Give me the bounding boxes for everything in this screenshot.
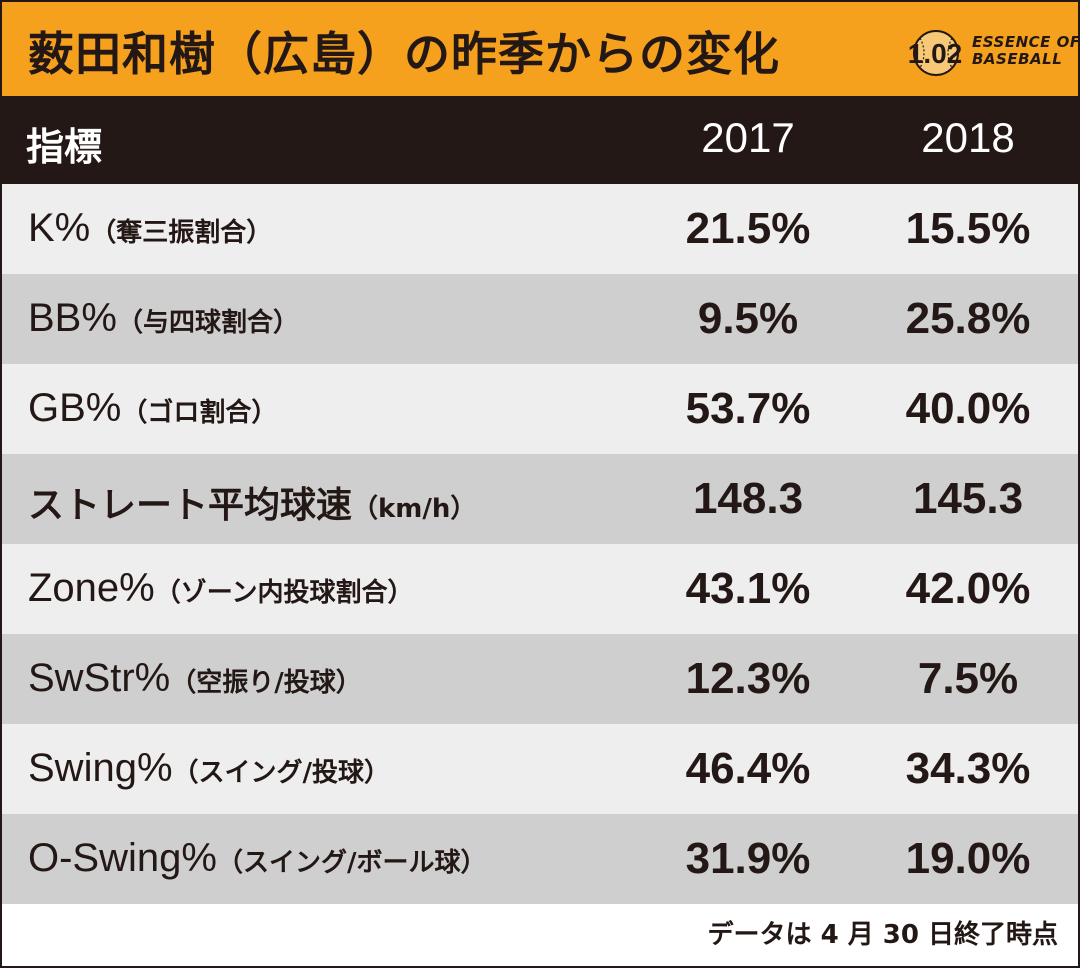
- row-label: Swing%（スイング/投球）: [28, 746, 390, 791]
- logo-line1: ESSENCE OF: [972, 33, 1080, 51]
- metric-description: （ゾーン内投球割合）: [154, 578, 414, 608]
- metric-description: （空振り/投球）: [170, 668, 362, 698]
- chart-title: 薮田和樹（広島）の昨季からの変化: [28, 27, 780, 81]
- value-2017: 31.9%: [685, 834, 811, 883]
- value-2018: 145.3: [912, 474, 1024, 523]
- row-label: Zone%（ゾーン内投球割合）: [28, 566, 413, 611]
- value-2017: 21.5%: [685, 204, 811, 253]
- essence-of-baseball-logo: 1.02 ESSENCE OF BASEBALL: [902, 26, 1080, 78]
- metric-name: Swing%: [28, 746, 173, 790]
- value-2017: 46.4%: [685, 744, 811, 793]
- value-2018: 19.0%: [905, 834, 1031, 883]
- metric-name: O-Swing%: [28, 836, 217, 880]
- logo-wordmark: ESSENCE OF BASEBALL: [972, 34, 1080, 68]
- header-col-2017: 2017: [701, 114, 795, 161]
- table-row: Swing%（スイング/投球） 46.4% 34.3%: [2, 724, 1078, 814]
- value-2017: 43.1%: [685, 564, 811, 613]
- value-2017: 9.5%: [697, 294, 799, 343]
- value-2018: 25.8%: [905, 294, 1031, 343]
- table-row: K%（奪三振割合） 21.5% 15.5%: [2, 184, 1078, 274]
- table-row: SwStr%（空振り/投球） 12.3% 7.5%: [2, 634, 1078, 724]
- row-label: ストレート平均球速（km/h）: [28, 476, 476, 528]
- metric-name: GB%: [28, 386, 122, 430]
- row-label: K%（奪三振割合）: [28, 206, 272, 251]
- value-2018: 34.3%: [905, 744, 1031, 793]
- metric-name: BB%: [28, 296, 117, 340]
- metric-name: Zone%: [28, 566, 155, 610]
- metric-name: SwStr%: [28, 656, 171, 700]
- value-2017: 12.3%: [685, 654, 811, 703]
- table-row: BB%（与四球割合） 9.5% 25.8%: [2, 274, 1078, 364]
- title-bar: 薮田和樹（広島）の昨季からの変化 1.02 ESSENCE OF BASEBAL…: [2, 2, 1080, 96]
- baseball-logo-icon: 1.02: [908, 30, 963, 76]
- row-label: BB%（与四球割合）: [28, 296, 299, 341]
- table-row: GB%（ゴロ割合） 53.7% 40.0%: [2, 364, 1078, 454]
- value-2018: 40.0%: [905, 384, 1031, 433]
- table-row: ストレート平均球速（km/h） 148.3 145.3: [2, 454, 1078, 544]
- header-metric-label: 指標: [26, 125, 103, 169]
- metric-description: （スイング/ボール球）: [216, 848, 487, 878]
- value-2018: 15.5%: [905, 204, 1031, 253]
- table-row: Zone%（ゾーン内投球割合） 43.1% 42.0%: [2, 544, 1078, 634]
- metric-description: （スイング/投球）: [172, 758, 391, 788]
- metric-name: K%: [28, 206, 91, 250]
- logo-mark: 1.02: [908, 38, 963, 69]
- row-label: O-Swing%（スイング/ボール球）: [28, 836, 486, 881]
- row-label: SwStr%（空振り/投球）: [28, 656, 362, 701]
- metric-description: （km/h）: [352, 494, 477, 524]
- value-2017: 148.3: [692, 474, 804, 523]
- table-header: 指標 2017 2018: [2, 96, 1078, 184]
- logo-line2: BASEBALL: [972, 50, 1063, 68]
- table-row: O-Swing%（スイング/ボール球） 31.9% 19.0%: [2, 814, 1078, 904]
- value-2017: 53.7%: [685, 384, 811, 433]
- row-label: GB%（ゴロ割合）: [28, 386, 277, 431]
- value-2018: 42.0%: [905, 564, 1031, 613]
- metric-description: （奪三振割合）: [90, 218, 273, 248]
- metric-description: （与四球割合）: [116, 308, 299, 338]
- data-date-note: データは 4 月 30 日終了時点: [707, 920, 1058, 950]
- metric-name: ストレート平均球速: [28, 485, 353, 526]
- value-2018: 7.5%: [917, 654, 1019, 703]
- metric-description: （ゴロ割合）: [121, 398, 278, 428]
- header-col-2018: 2018: [921, 114, 1015, 161]
